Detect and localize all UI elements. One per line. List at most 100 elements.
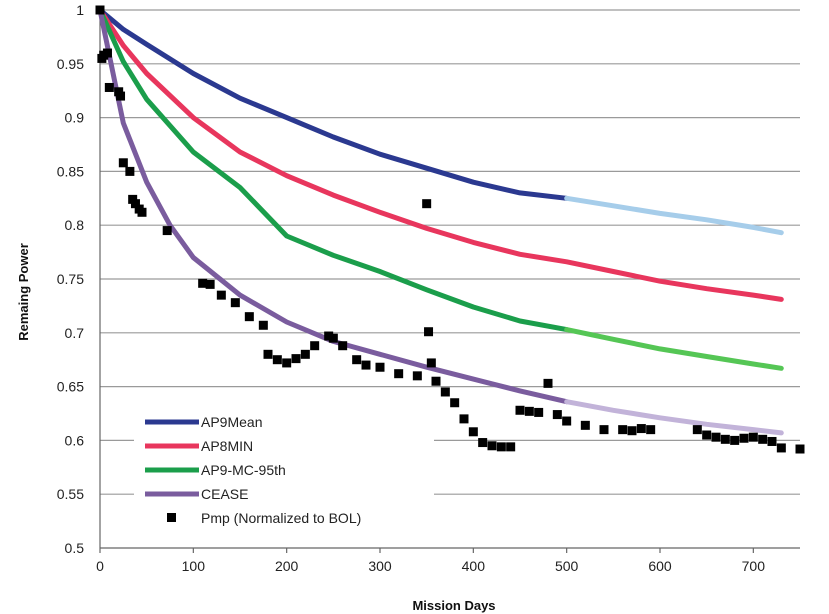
legend-label: AP9Mean (201, 414, 262, 430)
pmp-data-point (618, 425, 628, 435)
x-tick-label: 500 (555, 558, 579, 574)
pmp-data-point (599, 425, 609, 435)
series-line-ap9mean (97, 7, 570, 201)
series-line-ap8min (97, 7, 784, 302)
legend: AP9Mean AP8MIN AP9-MC-95th CEASE Pmp (Normal… (134, 408, 434, 534)
pmp-data-point (205, 279, 215, 289)
pmp-data-point (291, 354, 301, 364)
series-line-ap9mean-extension (564, 195, 784, 236)
pmp-data-point (125, 166, 135, 176)
x-tick-label: 300 (368, 558, 392, 574)
y-tick-label: 0.75 (57, 271, 84, 287)
y-tick-label: 0.6 (65, 432, 85, 448)
axes (99, 10, 800, 553)
pmp-data-point (506, 442, 516, 452)
pmp-data-point (310, 341, 320, 351)
pmp-data-point (282, 358, 292, 368)
pmp-data-point (627, 426, 637, 436)
pmp-data-point (300, 349, 310, 359)
pmp-data-point (711, 432, 721, 442)
pmp-data-point (748, 432, 758, 442)
y-tick-label: 0.95 (57, 56, 84, 72)
pmp-data-point (739, 433, 749, 443)
pmp-data-point (758, 434, 768, 444)
pmp-data-point (450, 398, 460, 408)
y-tick-label: 0.55 (57, 486, 84, 502)
y-tick-label: 0.9 (65, 110, 85, 126)
pmp-data-point (95, 5, 105, 15)
pmp-data-point (162, 226, 172, 236)
pmp-data-point (412, 371, 422, 381)
pmp-data-point (352, 355, 362, 365)
pmp-data-point (328, 333, 338, 343)
pmp-data-point (338, 341, 348, 351)
pmp-data-point (431, 376, 441, 386)
y-tick-label: 0.65 (57, 379, 84, 395)
x-tick-label: 200 (275, 558, 299, 574)
pmp-data-point (440, 387, 450, 397)
legend-label: AP8MIN (201, 438, 253, 454)
y-tick-label: 0.85 (57, 163, 84, 179)
pmp-data-point (478, 438, 488, 448)
legend-marker (167, 513, 176, 522)
pmp-data-point (515, 405, 525, 415)
series-line-ap9-mc-95th-extension (564, 327, 784, 371)
pmp-data-point (116, 91, 126, 101)
pmp-data-point (198, 278, 208, 288)
y-tick-label: 0.7 (65, 325, 85, 341)
pmp-data-point (468, 427, 478, 437)
pmp-data-point (496, 442, 506, 452)
pmp-data-point (720, 434, 730, 444)
pmp-data-point (487, 441, 497, 451)
x-tick-label: 0 (96, 558, 104, 574)
legend-label: AP9-MC-95th (201, 462, 286, 478)
series-line-cease-extension (564, 399, 784, 436)
pmp-data-point (244, 312, 254, 322)
series-line-ap9-mc-95th (97, 7, 570, 333)
pmp-data-point (137, 207, 147, 217)
x-tick-label: 600 (648, 558, 672, 574)
y-tick-label: 0.5 (65, 540, 85, 556)
pmp-data-point (767, 436, 777, 446)
pmp-data-point (394, 369, 404, 379)
pmp-data-point (776, 443, 786, 453)
pmp-data-point (216, 290, 226, 300)
pmp-data-point (422, 199, 432, 209)
scatter-points (95, 5, 805, 454)
pmp-data-point (795, 444, 805, 454)
y-tick-label: 1 (76, 2, 84, 18)
pmp-data-point (130, 199, 140, 209)
pmp-data-point (459, 414, 469, 424)
pmp-data-point (263, 349, 273, 359)
pmp-data-point (692, 425, 702, 435)
pmp-data-point (552, 410, 562, 420)
pmp-data-point (534, 407, 544, 417)
pmp-data-point (580, 420, 590, 430)
series-group (97, 7, 784, 436)
legend-label: Pmp (Normalized to BOL) (201, 510, 361, 526)
pmp-data-point (646, 425, 656, 435)
series-line-cease (97, 7, 570, 405)
x-axis-title: Mission Days (412, 598, 495, 613)
tick-labels: 0.5 0.55 0.6 0.65 0.7 0.75 0.8 0.85 0.9 0.95 1 0 100… (57, 2, 765, 574)
pmp-data-point (361, 360, 371, 370)
pmp-data-point (636, 424, 646, 434)
pmp-data-point (230, 298, 240, 308)
pmp-data-point (104, 82, 114, 92)
legend-label: CEASE (201, 486, 248, 502)
pmp-data-point (258, 320, 268, 330)
pmp-data-point (102, 48, 112, 58)
x-tick-label: 100 (182, 558, 206, 574)
pmp-data-point (272, 355, 282, 365)
x-tick-label: 700 (742, 558, 766, 574)
pmp-data-point (426, 358, 436, 368)
pmp-data-point (524, 406, 534, 416)
x-tick-label: 400 (462, 558, 486, 574)
y-tick-label: 0.8 (65, 217, 85, 233)
pmp-data-point (702, 430, 712, 440)
y-axis-title: Remaing Power (16, 243, 31, 341)
pmp-data-point (730, 435, 740, 445)
pmp-data-point (118, 158, 128, 168)
pmp-data-point (324, 331, 334, 341)
